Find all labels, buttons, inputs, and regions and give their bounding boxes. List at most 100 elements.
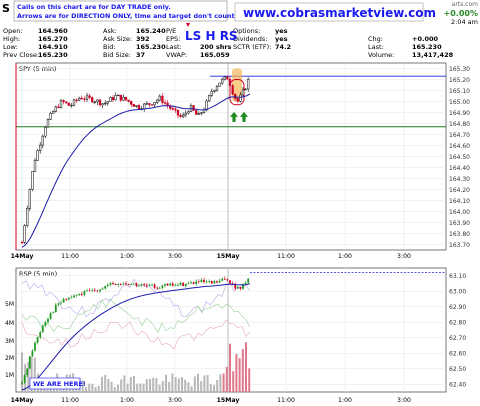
rsp-candle (39, 332, 42, 338)
rsp-tick-label: 62.40 (449, 382, 466, 389)
price-candle (135, 105, 138, 107)
rsp-candle (148, 284, 151, 286)
volume-tick-label: 3M (5, 338, 14, 345)
rsp-candle (221, 278, 224, 281)
rsp-candle (112, 283, 114, 285)
volume-bar (139, 383, 142, 392)
volume-bar (190, 386, 193, 392)
stat-value: 13,417,428 (412, 51, 454, 59)
price-candle (57, 106, 60, 109)
volume-bar (145, 379, 148, 392)
price-candle (62, 100, 65, 103)
price-candle (26, 208, 29, 226)
price-candle (215, 86, 219, 91)
rsp-tick-label: 63.10 (449, 273, 466, 280)
price-tick-label: 163.80 (449, 231, 470, 238)
price-candle (158, 95, 161, 101)
price-candle (130, 101, 133, 105)
stat-value: 165.230 (136, 43, 166, 51)
price-candle (23, 225, 26, 243)
rsp-candle (177, 284, 179, 286)
stat-value: +0.000 (412, 35, 438, 43)
rsp-tick-label: 62.50 (449, 366, 466, 373)
price-candle (179, 114, 182, 117)
price-candle (124, 96, 128, 101)
price-candle (223, 76, 226, 80)
price-tick-label: 164.90 (449, 110, 470, 117)
price-tick-label: 164.30 (449, 176, 470, 183)
price-candle (44, 126, 47, 137)
indicator-line (21, 298, 251, 333)
volume-bar (133, 376, 135, 392)
time-axis-label: 11:00 (277, 253, 295, 260)
volume-bar (245, 342, 247, 392)
price-candle (210, 91, 213, 96)
volume-bar (165, 374, 167, 392)
volume-bar (213, 385, 215, 392)
stat-value: 74.2 (275, 43, 291, 51)
rsp-tick-label: 62.90 (449, 304, 466, 311)
percent-change: +0.00% (444, 9, 478, 18)
volume-bar (184, 379, 187, 392)
volume-bar (238, 358, 241, 392)
price-candle (132, 104, 135, 107)
price-candle (101, 103, 104, 106)
rsp-candle (156, 287, 159, 289)
rsp-candle (23, 375, 26, 383)
rsp-moving-average (21, 283, 251, 391)
volume-bar (21, 352, 23, 392)
volume-bar (219, 374, 222, 392)
volume-bar (94, 387, 97, 392)
price-tick-label: 164.40 (449, 165, 470, 172)
volume-bar (142, 383, 145, 392)
rsp-candle (99, 289, 101, 292)
rsp-candle (109, 283, 112, 285)
volume-bar (152, 377, 155, 392)
time-axis-label: 3:00 (397, 253, 411, 260)
rsp-time-axis-label: 3:00 (168, 397, 182, 404)
price-candle (150, 104, 154, 106)
price-tick-label: 164.50 (449, 154, 470, 161)
rsp-candle (122, 283, 125, 285)
price-candle (70, 104, 73, 107)
price-candle (163, 102, 167, 104)
volume-bar (120, 379, 123, 392)
price-candle (31, 171, 34, 190)
price-candle (236, 98, 239, 102)
rsp-candle (140, 284, 143, 286)
rsp-candle (114, 284, 117, 285)
volume-bar (174, 377, 177, 392)
volume-bar (177, 378, 180, 392)
volume-bar (181, 377, 183, 392)
stat-label: Bid: (103, 43, 116, 51)
volume-bar (27, 361, 30, 392)
price-candle (111, 97, 115, 101)
rsp-candle (54, 304, 57, 313)
rsp-candle (31, 350, 34, 357)
volume-bar (149, 378, 151, 392)
stat-value: 165.230 (412, 43, 442, 51)
price-candle (153, 101, 156, 106)
price-candle (33, 160, 37, 172)
stat-label: Ask Size: (103, 35, 132, 43)
stat-value: 165.230 (38, 51, 68, 59)
volume-bar (248, 368, 251, 392)
price-candle (39, 144, 42, 151)
source-fragment: arts.com (452, 1, 478, 8)
price-candle (176, 109, 180, 116)
price-candle (59, 100, 63, 109)
volume-bar (209, 383, 212, 392)
rsp-candle (119, 284, 122, 285)
price-candle (239, 94, 242, 102)
stat-label: Bid Size: (103, 51, 131, 59)
price-candle (244, 88, 247, 91)
volume-bar (81, 380, 84, 392)
rsp-tick-label: 62.60 (449, 351, 466, 358)
volume-bar (193, 376, 196, 392)
rsp-candle (67, 298, 70, 300)
rsp-candle (208, 280, 211, 282)
rsp-candle (101, 288, 104, 290)
volume-bar (91, 383, 94, 392)
price-candle (231, 85, 234, 95)
rsp-time-axis-label: 11:00 (61, 397, 79, 404)
